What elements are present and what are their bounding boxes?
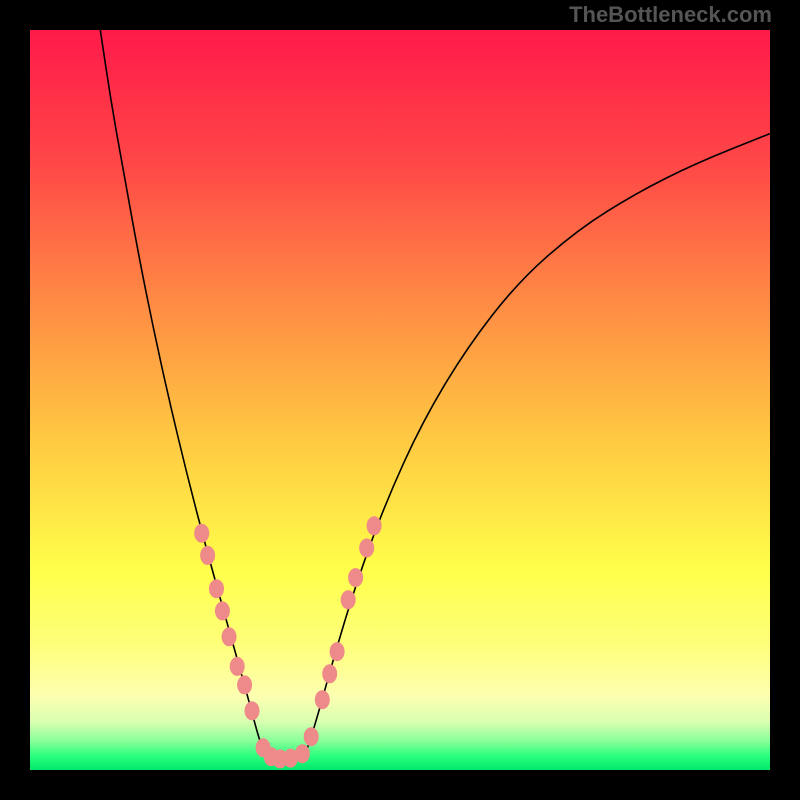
data-marker [367, 517, 381, 535]
data-marker [195, 524, 209, 542]
data-marker [238, 676, 252, 694]
plot-background [30, 30, 770, 770]
chart-container: TheBottleneck.com [0, 0, 800, 800]
bottleneck-chart [0, 0, 800, 800]
data-marker [222, 628, 236, 646]
data-marker [349, 569, 363, 587]
data-marker [341, 591, 355, 609]
data-marker [295, 745, 309, 763]
data-marker [330, 643, 344, 661]
data-marker [315, 691, 329, 709]
data-marker [360, 539, 374, 557]
data-marker [201, 546, 215, 564]
data-marker [323, 665, 337, 683]
data-marker [215, 602, 229, 620]
data-marker [245, 702, 259, 720]
data-marker [209, 580, 223, 598]
data-marker [230, 657, 244, 675]
data-marker [304, 728, 318, 746]
